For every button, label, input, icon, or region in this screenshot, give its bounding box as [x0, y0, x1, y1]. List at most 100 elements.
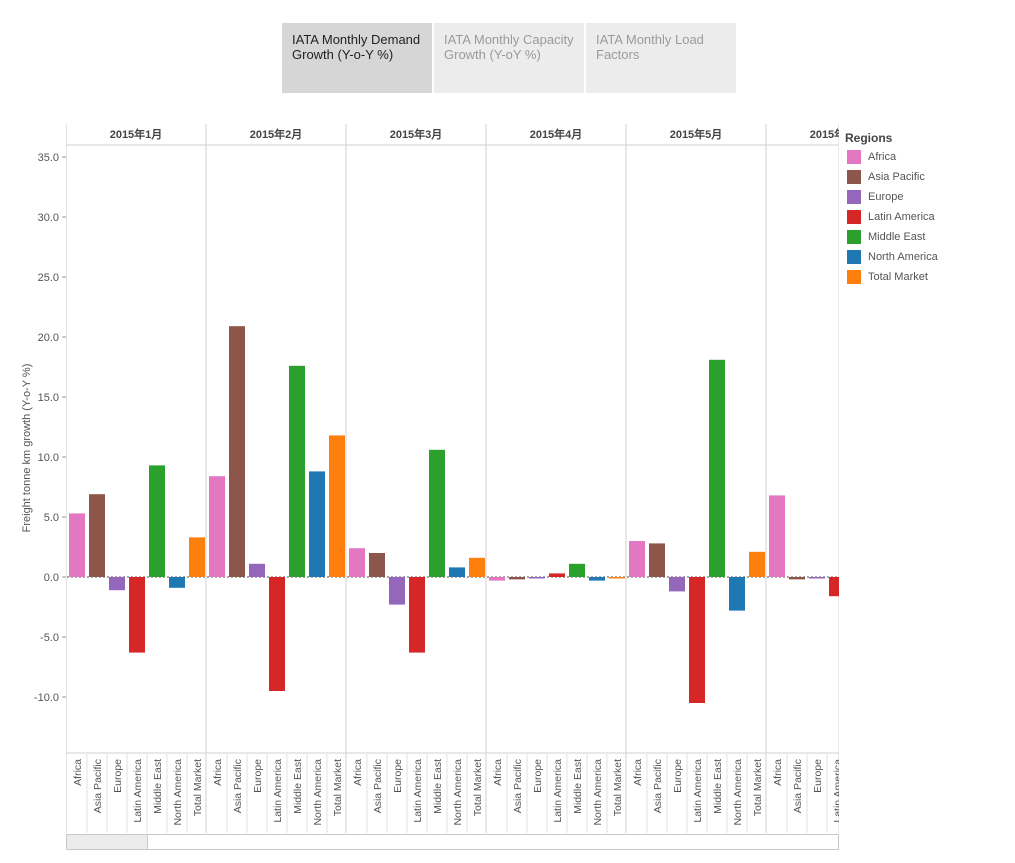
bar — [589, 577, 605, 581]
category-label: Total Market — [332, 759, 344, 816]
bar — [469, 557, 485, 577]
bar — [69, 513, 85, 577]
tab-capacity-growth[interactable]: IATA Monthly Capacity Growth (Y-oY %) — [434, 23, 584, 93]
legend-label: Asia Pacific — [868, 171, 925, 183]
bar — [149, 465, 165, 577]
bar — [729, 577, 745, 611]
panel-header: 2015年5月 — [670, 127, 723, 141]
y-tick-label: 5.0 — [44, 512, 59, 524]
legend-item[interactable]: Total Market — [845, 267, 1010, 287]
bar — [649, 543, 665, 577]
bar — [229, 326, 245, 577]
legend-swatch — [847, 170, 861, 184]
category-label: Latin America — [272, 759, 284, 823]
legend-swatch — [847, 150, 861, 164]
legend-swatch — [847, 270, 861, 284]
legend-label: North America — [868, 251, 938, 263]
legend-item[interactable]: Latin America — [845, 207, 1010, 227]
bar — [329, 435, 345, 577]
category-label: Africa — [492, 759, 504, 786]
bar — [509, 577, 525, 580]
bar — [829, 577, 839, 597]
category-label: Middle East — [432, 759, 444, 814]
plot-area: 2015年1月 Africa Asia Pacific Europe Latin Ame… — [66, 124, 863, 833]
bar — [489, 577, 505, 581]
category-label: Europe — [532, 759, 544, 793]
category-label: Latin America — [692, 759, 704, 823]
category-label: Asia Pacific — [792, 759, 804, 813]
legend-title: Regions — [845, 131, 893, 145]
bar — [709, 359, 725, 577]
category-label: Middle East — [712, 759, 724, 814]
category-label: Africa — [352, 759, 364, 786]
bar — [89, 494, 105, 577]
bar — [689, 577, 705, 703]
bar — [169, 577, 185, 588]
category-label: Total Market — [612, 759, 624, 816]
horizontal-scrollbar[interactable] — [66, 834, 839, 850]
tab-load-factors[interactable]: IATA Monthly Load Factors — [586, 23, 736, 93]
panel-header: 2015年1月 — [110, 127, 163, 141]
category-label: Asia Pacific — [652, 759, 664, 813]
category-label: Asia Pacific — [512, 759, 524, 813]
legend-label: Africa — [868, 151, 897, 163]
category-label: North America — [732, 759, 744, 826]
legend-label: Total Market — [868, 271, 928, 283]
panel-header: 2015年6月 — [810, 127, 863, 141]
bar — [129, 577, 145, 653]
legend-item[interactable]: Europe — [845, 187, 1010, 207]
panel-header: 2015年4月 — [530, 127, 583, 141]
y-tick-label: 30.0 — [38, 212, 59, 224]
bar — [569, 563, 585, 577]
y-tick-label: -10.0 — [34, 692, 59, 704]
category-label: Total Market — [192, 759, 204, 816]
legend: Regions Africa Asia Pacific Europe Latin Am… — [845, 131, 1010, 287]
legend-item[interactable]: Middle East — [845, 227, 1010, 247]
bar — [749, 551, 765, 577]
bar — [349, 548, 365, 577]
legend-label: Latin America — [868, 211, 935, 223]
y-tick-label: 35.0 — [38, 152, 59, 164]
bar — [609, 577, 625, 579]
category-label: Middle East — [572, 759, 584, 814]
bar — [789, 577, 805, 580]
bar — [269, 577, 285, 691]
legend-label: Middle East — [868, 231, 926, 243]
bar — [549, 573, 565, 577]
category-label: Europe — [672, 759, 684, 793]
legend-item[interactable]: North America — [845, 247, 1010, 267]
category-label: Europe — [812, 759, 824, 793]
legend-swatch — [847, 190, 861, 204]
category-label: Latin America — [132, 759, 144, 823]
category-label: Total Market — [752, 759, 764, 816]
category-label: North America — [312, 759, 324, 826]
bar — [389, 577, 405, 605]
scrollbar-thumb[interactable] — [67, 835, 148, 849]
bar — [809, 577, 825, 579]
legend-swatch — [847, 250, 861, 264]
legend-label: Europe — [868, 191, 904, 203]
category-label: Africa — [72, 759, 84, 786]
legend-swatch — [847, 210, 861, 224]
legend-item[interactable]: Asia Pacific — [845, 167, 1010, 187]
category-label: Middle East — [292, 759, 304, 814]
panel-header: 2015年2月 — [250, 127, 303, 141]
category-label: Total Market — [472, 759, 484, 816]
bar — [209, 476, 225, 577]
y-tick-label: 15.0 — [38, 392, 59, 404]
bar — [449, 567, 465, 577]
bar — [109, 577, 125, 591]
bar — [769, 495, 785, 577]
bar — [629, 541, 645, 577]
category-label: Africa — [212, 759, 224, 786]
category-label: Europe — [392, 759, 404, 793]
legend-item[interactable]: Africa — [845, 147, 1010, 167]
category-label: Latin America — [412, 759, 424, 823]
panel-header: 2015年3月 — [390, 127, 443, 141]
tab-demand-growth[interactable]: IATA Monthly Demand Growth (Y-o-Y %) — [282, 23, 432, 93]
category-label: North America — [592, 759, 604, 826]
category-label: Middle East — [152, 759, 164, 814]
category-label: North America — [172, 759, 184, 826]
bar — [529, 577, 545, 579]
